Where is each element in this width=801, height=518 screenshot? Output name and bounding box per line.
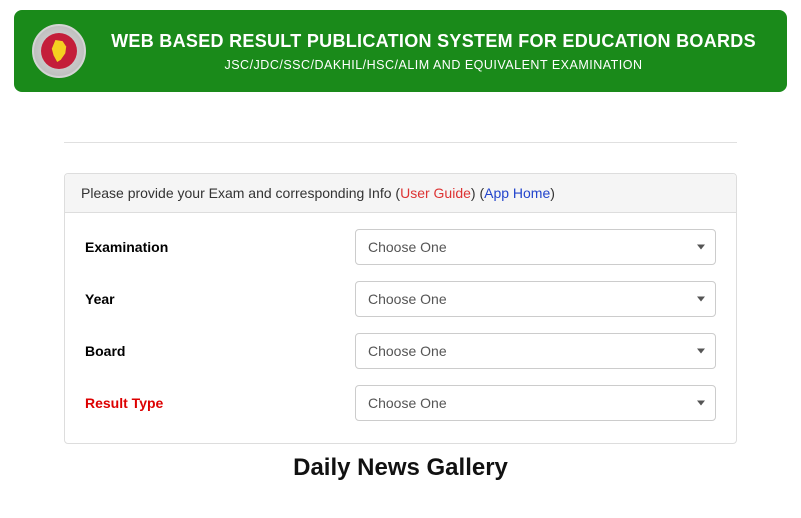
- header-subtitle: JSC/JDC/SSC/DAKHIL/HSC/ALIM AND EQUIVALE…: [98, 58, 769, 72]
- form-panel: Please provide your Exam and correspondi…: [64, 173, 737, 444]
- app-home-link[interactable]: App Home: [484, 185, 550, 201]
- select-board-value: Choose One: [368, 343, 447, 359]
- row-board: Board Choose One: [85, 333, 716, 369]
- panel-header: Please provide your Exam and correspondi…: [65, 174, 736, 213]
- logo-inner-circle: [41, 33, 77, 69]
- label-year: Year: [85, 291, 355, 307]
- row-examination: Examination Choose One: [85, 229, 716, 265]
- label-examination: Examination: [85, 239, 355, 255]
- content-area: Please provide your Exam and correspondi…: [0, 92, 801, 482]
- select-year[interactable]: Choose One: [355, 281, 716, 317]
- select-year-value: Choose One: [368, 291, 447, 307]
- instruction-text: Please provide your Exam and correspondi…: [81, 185, 400, 201]
- header-text-block: WEB BASED RESULT PUBLICATION SYSTEM FOR …: [98, 31, 769, 72]
- row-result-type: Result Type Choose One: [85, 385, 716, 421]
- chevron-down-icon: [697, 297, 705, 302]
- page-header: WEB BASED RESULT PUBLICATION SYSTEM FOR …: [14, 10, 787, 92]
- label-result-type: Result Type: [85, 395, 355, 411]
- instruction-mid: ) (: [471, 185, 484, 201]
- instruction-suffix: ): [550, 185, 555, 201]
- header-title: WEB BASED RESULT PUBLICATION SYSTEM FOR …: [98, 31, 769, 52]
- label-board: Board: [85, 343, 355, 359]
- top-divider: [64, 142, 737, 143]
- board-logo: [32, 24, 86, 78]
- select-result-type[interactable]: Choose One: [355, 385, 716, 421]
- select-result-type-value: Choose One: [368, 395, 447, 411]
- footer-watermark: Daily News Gallery: [14, 454, 787, 482]
- select-examination-value: Choose One: [368, 239, 447, 255]
- select-board[interactable]: Choose One: [355, 333, 716, 369]
- user-guide-link[interactable]: User Guide: [400, 185, 471, 201]
- chevron-down-icon: [697, 401, 705, 406]
- panel-body: Examination Choose One Year Choose One B…: [65, 213, 736, 443]
- logo-map-shape: [50, 40, 68, 62]
- chevron-down-icon: [697, 245, 705, 250]
- chevron-down-icon: [697, 349, 705, 354]
- row-year: Year Choose One: [85, 281, 716, 317]
- select-examination[interactable]: Choose One: [355, 229, 716, 265]
